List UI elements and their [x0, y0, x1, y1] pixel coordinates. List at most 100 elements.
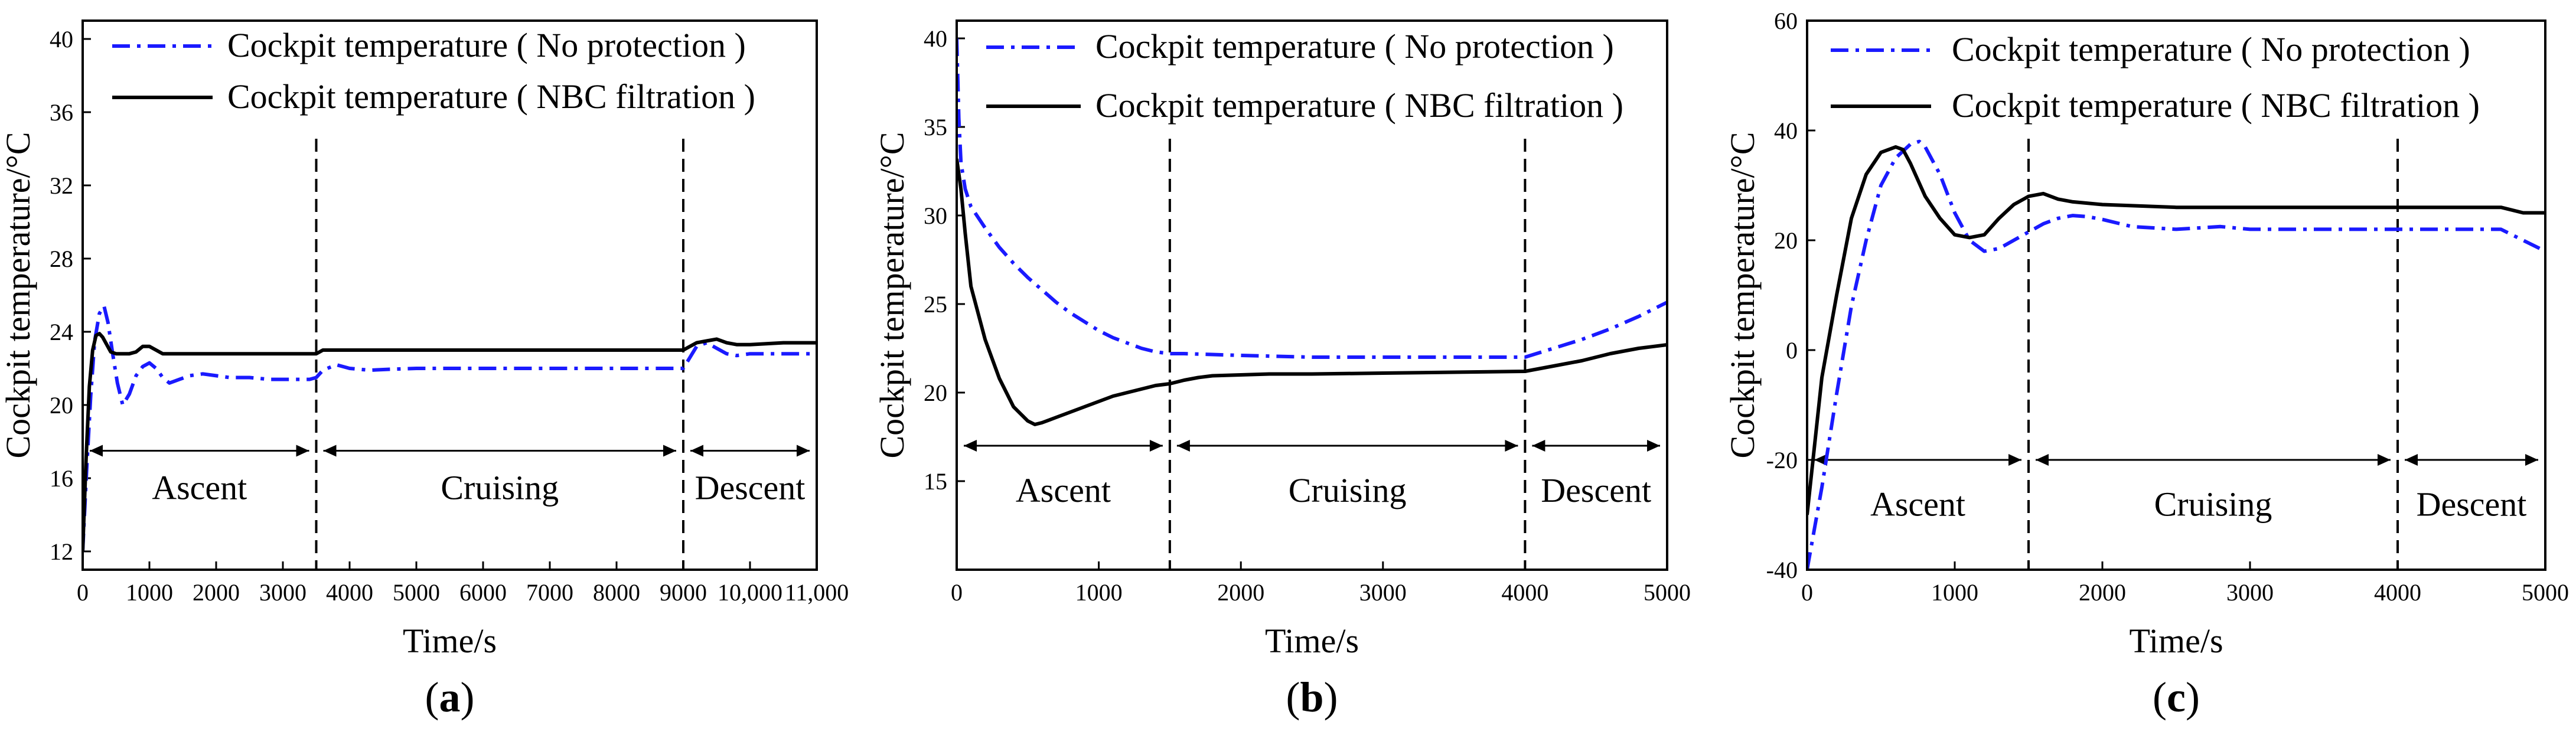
x-tick-label: 3000: [259, 579, 306, 606]
legend-label-no-protection: Cockpit temperature ( No protection ): [1095, 27, 1614, 66]
chart-panel-a: 0 1000 2000 3000 4000 5000 6000 7000 8000 9000 10,…: [0, 19, 849, 721]
panel-label: (a): [425, 674, 475, 721]
y-tick-label: 60: [1774, 8, 1798, 34]
x-axis-label: Time/s: [403, 622, 497, 660]
legend-label-nbc-filtration: Cockpit temperature ( NBC filtration ): [1095, 86, 1623, 125]
phase-arrowhead-right: [797, 445, 810, 457]
phase-arrowhead-left: [964, 440, 977, 452]
phase-label-ascent: Ascent: [152, 469, 247, 507]
x-tick-label: 3000: [1359, 579, 1407, 606]
phase-label-ascent: Ascent: [1870, 485, 1965, 523]
panel-label-close: ): [2186, 674, 2200, 721]
y-axis-label: Cockpit temperature/°C: [1723, 132, 1762, 458]
y-tick-label: 28: [50, 246, 73, 272]
y-tick-label: 20: [924, 380, 947, 406]
phase-label-descent: Descent: [695, 469, 806, 507]
series-line-nbc-filtration: [957, 158, 1667, 426]
x-tick-label: 0: [951, 579, 963, 606]
x-tick-label: 10,000: [718, 579, 782, 606]
x-tick-label: 4000: [326, 579, 373, 606]
y-tick-label: 40: [50, 26, 73, 53]
x-tick-label: 1000: [1075, 579, 1123, 606]
plot-frame: [1806, 19, 2546, 571]
chart-panel-b: 0 1000 2000 3000 4000 5000 15 20 25 30 35 40 Ascent C…: [873, 19, 1691, 721]
phase-arrowhead-left: [1814, 454, 1827, 466]
x-tick-label: 0: [77, 579, 89, 606]
y-tick-label: 35: [924, 114, 947, 141]
phase-arrowhead-left: [2405, 454, 2418, 466]
legend-label-no-protection: Cockpit temperature ( No protection ): [1952, 30, 2470, 68]
x-tick-label: 4000: [2374, 579, 2421, 606]
x-axis-label: Time/s: [2129, 622, 2223, 660]
x-tick-label: 5000: [393, 579, 440, 606]
x-tick-label: 3000: [2226, 579, 2274, 606]
y-tick-label: 30: [924, 202, 947, 229]
x-axis-label: Time/s: [1265, 622, 1359, 660]
x-tick-label: 2000: [2079, 579, 2126, 606]
panel-label: (c): [2153, 674, 2200, 721]
x-tick-label: 1000: [126, 579, 173, 606]
x-tick-label: 1000: [1931, 579, 1978, 606]
series-line-nbc-filtration: [1807, 145, 2545, 515]
y-tick-label: 20: [50, 392, 73, 419]
y-tick-label: 25: [924, 291, 947, 318]
y-tick-label: 36: [50, 99, 73, 126]
phase-arrowhead-right: [1647, 440, 1660, 452]
series-line-no-protection: [1807, 139, 2545, 570]
phase-arrowhead-left: [323, 445, 337, 457]
x-tick-label: 2000: [193, 579, 240, 606]
phase-arrowhead-left: [90, 445, 103, 457]
panel-label-open: (: [2153, 674, 2167, 721]
phase-label-cruising: Cruising: [441, 469, 559, 507]
phase-label-descent: Descent: [1541, 471, 1651, 509]
plot-frame: [956, 19, 1668, 571]
y-tick-label: 40: [924, 25, 947, 52]
panel-label-letter: b: [1300, 674, 1323, 721]
phase-arrowhead-left: [2036, 454, 2049, 466]
y-tick-label: 15: [924, 468, 947, 495]
y-axis-label: Cockpit temperature/°C: [873, 132, 911, 458]
phase-arrowhead-right: [2378, 454, 2391, 466]
phase-label-cruising: Cruising: [1289, 471, 1407, 509]
y-tick-label: -40: [1766, 557, 1798, 583]
panel-label-letter: a: [439, 674, 461, 721]
y-tick-label: 16: [50, 465, 73, 492]
phase-arrowhead-right: [1505, 440, 1518, 452]
phase-arrowhead-left: [1532, 440, 1545, 452]
legend-label-no-protection: Cockpit temperature ( No protection ): [227, 26, 746, 64]
x-tick-label: 5000: [1644, 579, 1691, 606]
phase-arrowhead-right: [1149, 440, 1163, 452]
series-line-no-protection: [957, 38, 1667, 359]
y-tick-label: 32: [50, 172, 73, 199]
series-line-nbc-filtration: [83, 332, 817, 552]
panel-label-open: (: [1286, 674, 1300, 721]
x-tick-label: 6000: [459, 579, 507, 606]
phase-arrowhead-left: [690, 445, 703, 457]
legend-label-nbc-filtration: Cockpit temperature ( NBC filtration ): [227, 77, 755, 116]
legend-label-nbc-filtration: Cockpit temperature ( NBC filtration ): [1952, 86, 2480, 125]
x-tick-label: 7000: [526, 579, 573, 606]
chart-panel-c: 0 1000 2000 3000 4000 5000 -40 -20 0 20 40 60 Ascent…: [1723, 8, 2569, 721]
phase-label-ascent: Ascent: [1016, 471, 1111, 509]
y-tick-label: 12: [50, 538, 73, 565]
phase-label-cruising: Cruising: [2154, 485, 2272, 523]
x-tick-label: 8000: [593, 579, 640, 606]
phase-arrowhead-right: [2008, 454, 2021, 466]
y-axis-label: Cockpit temperature/°C: [0, 132, 37, 458]
series-line-no-protection: [83, 304, 817, 552]
y-tick-label: 40: [1774, 117, 1798, 144]
phase-arrowhead-right: [2525, 454, 2538, 466]
y-tick-label: 20: [1774, 227, 1798, 254]
x-tick-label: 0: [1801, 579, 1813, 606]
phase-arrowhead-left: [1176, 440, 1190, 452]
panel-label-close: ): [461, 674, 475, 721]
panel-label-open: (: [425, 674, 439, 721]
x-tick-label: 4000: [1501, 579, 1548, 606]
x-tick-label: 2000: [1217, 579, 1264, 606]
x-tick-label: 9000: [660, 579, 707, 606]
panel-label: (b): [1286, 674, 1338, 721]
plot-frame: [81, 19, 818, 571]
phase-label-descent: Descent: [2417, 485, 2527, 523]
y-tick-label: -20: [1766, 447, 1798, 473]
